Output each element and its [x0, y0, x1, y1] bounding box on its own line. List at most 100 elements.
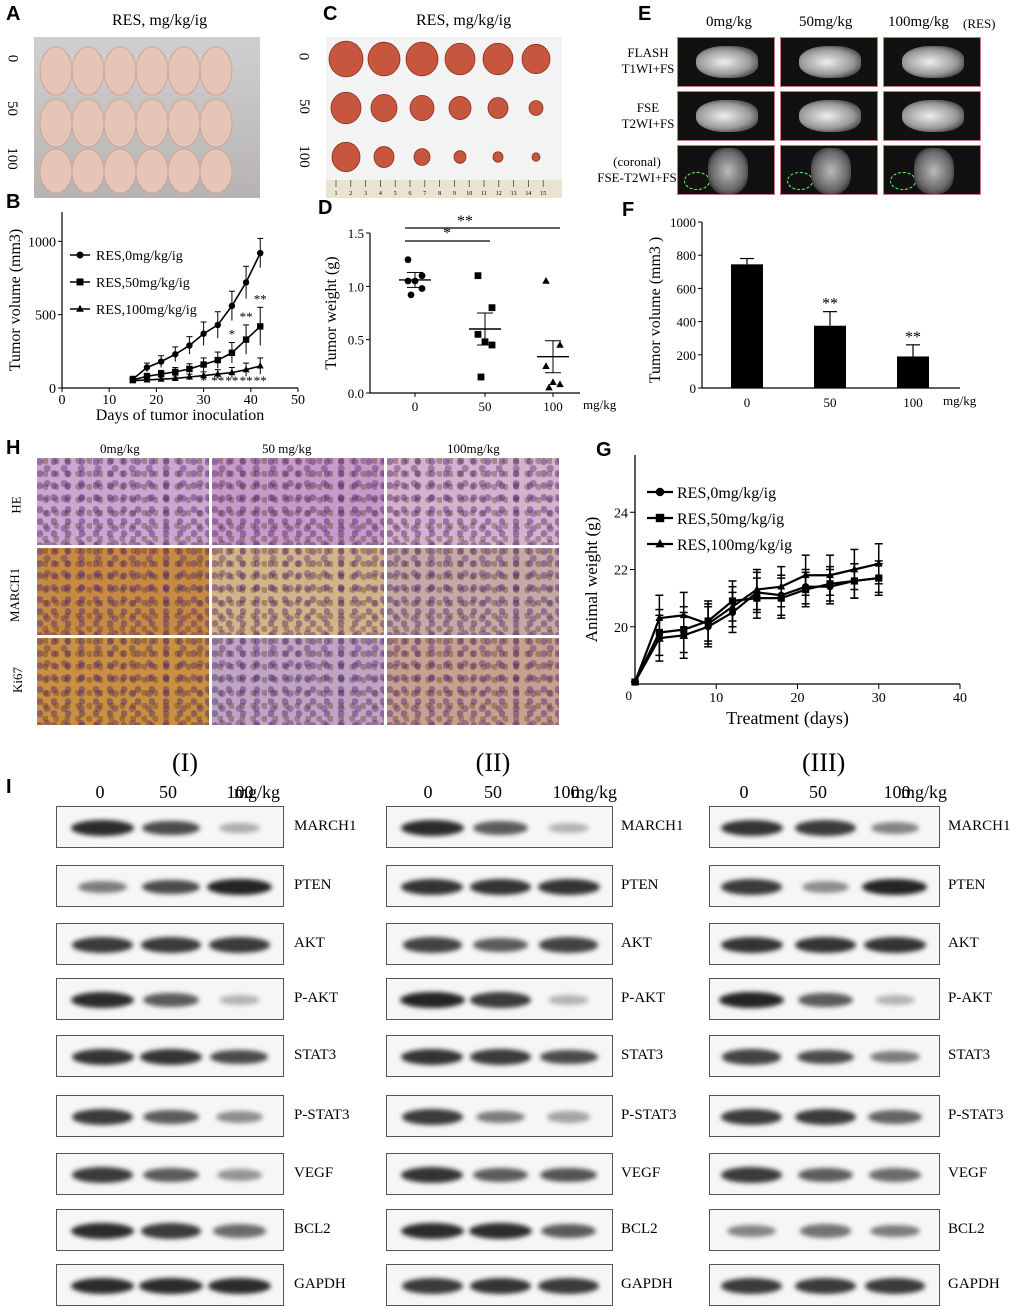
- protein-band: [400, 819, 465, 837]
- panel-c-row-50: 50: [296, 99, 312, 114]
- protein-band: [796, 1049, 855, 1065]
- ruler-number: 3: [364, 191, 367, 197]
- protein-band: [70, 991, 135, 1009]
- protein-band: [71, 1049, 134, 1065]
- data-point: [826, 570, 834, 579]
- tumor-sample: [453, 150, 467, 164]
- panel-label-c: C: [323, 3, 338, 25]
- data-point: [242, 365, 250, 373]
- blot-membrane: [56, 806, 284, 848]
- x-tick-label: 100: [903, 395, 923, 410]
- panel-label-b: B: [6, 191, 21, 213]
- protein-band: [721, 1167, 782, 1183]
- significance-mark: **: [822, 296, 838, 313]
- protein-band: [727, 1224, 776, 1238]
- ruler-number: 13: [511, 191, 517, 197]
- blot-membrane: [56, 1153, 284, 1195]
- ihc-image-grid: [37, 458, 560, 726]
- tumor-sample: [373, 146, 395, 168]
- ruler-number: 7: [423, 191, 426, 197]
- data-point: [200, 361, 207, 368]
- data-point: [728, 602, 737, 610]
- protein-band: [874, 994, 915, 1006]
- protein-band: [548, 822, 589, 834]
- mri-row-label-3: (coronal) FSE-T2WI+FS: [596, 154, 678, 186]
- blot-protein-label: VEGF: [294, 1165, 334, 1181]
- blot-protein-label: GAPDH: [294, 1276, 346, 1292]
- blot-unit-label: mg/kg: [234, 782, 281, 802]
- significance-mark: **: [211, 373, 224, 388]
- blot-membrane: [386, 978, 613, 1020]
- x-tick-label: 10: [709, 691, 723, 706]
- blot-protein-label: BCL2: [948, 1221, 985, 1237]
- mri-measurement-overlay: [787, 172, 813, 190]
- animal-weight-line-chart: 0 10 20 30 40 20 22 24 Treatment (days) Animal we…: [582, 455, 967, 729]
- protein-band: [143, 1167, 199, 1183]
- y-tick-label: 20: [614, 621, 628, 636]
- bar: [897, 356, 929, 388]
- protein-band: [863, 937, 926, 953]
- ihc-col-0: 0mg/kg: [100, 441, 140, 456]
- protein-band: [470, 992, 531, 1008]
- x-tick-label: 10: [102, 393, 116, 408]
- protein-band: [72, 1167, 133, 1183]
- data-point: [404, 277, 412, 285]
- y-tick-label: 600: [677, 281, 697, 296]
- tumor-sample: [531, 152, 541, 162]
- x-tick-label: 30: [872, 691, 886, 706]
- blot-protein-label: MARCH1: [294, 818, 357, 834]
- data-point: [186, 365, 193, 373]
- mri-image: [780, 145, 878, 195]
- protein-band: [207, 878, 272, 896]
- blot-protein-label: P-AKT: [294, 990, 339, 1006]
- data-point: [850, 565, 859, 573]
- protein-band: [869, 1050, 920, 1064]
- x-tick-label: 0: [744, 395, 751, 410]
- ihc-image: [37, 458, 209, 545]
- blot-lane-label: 100: [883, 782, 911, 802]
- blot-protein-label: MARCH1: [948, 818, 1011, 834]
- tumor-sample: [448, 96, 472, 120]
- mri-body-silhouette: [708, 148, 748, 194]
- ihc-row-he: HE: [8, 496, 24, 514]
- blot-membrane: [709, 1264, 940, 1306]
- ruler-number: 6: [409, 191, 412, 197]
- blot-protein-label: STAT3: [294, 1047, 337, 1063]
- protein-band: [402, 1278, 463, 1294]
- blot-protein-label: BCL2: [294, 1221, 331, 1237]
- blot-group-title: (III): [802, 748, 846, 777]
- ruler-number: 11: [481, 191, 487, 197]
- ruler-number: 15: [540, 191, 546, 197]
- ruler-number: 14: [525, 191, 531, 197]
- significance-mark: **: [254, 373, 267, 388]
- protein-band: [402, 1109, 463, 1125]
- y-tick-label: 1.0: [348, 279, 364, 294]
- protein-band: [469, 879, 532, 895]
- data-point: [474, 272, 482, 280]
- data-point: [542, 362, 550, 370]
- protein-band: [719, 991, 784, 1009]
- legend-marker: [76, 278, 84, 286]
- protein-band: [720, 820, 783, 836]
- blot-membrane: [56, 1264, 284, 1306]
- y-axis-label: Tumor weight (g): [323, 256, 340, 369]
- mri-row-label-2: FSE T2WI+FS: [617, 100, 679, 132]
- mri-row-1-line-2: T1WI+FS: [621, 61, 675, 76]
- significance-mark: **: [254, 291, 267, 306]
- protein-band: [140, 1049, 202, 1065]
- protein-band: [218, 822, 261, 834]
- y-tick-label: 0: [49, 382, 56, 397]
- tumor-weight-scatter: 0.0 0.5 1.0 1.5 Tumor weight (g) 0 50 100 mg/kg *…: [323, 213, 617, 414]
- x-axis-label: Days of tumor inoculation: [96, 407, 264, 424]
- blot-membrane: [56, 1095, 284, 1137]
- data-point: [214, 321, 221, 329]
- x-axis-label: Treatment (days): [726, 708, 849, 729]
- significance-mark: **: [240, 309, 253, 324]
- protein-band: [721, 879, 782, 895]
- blot-lane-label: 0: [739, 782, 749, 802]
- blot-membrane: [56, 923, 284, 965]
- tumor-sample: [405, 41, 439, 77]
- ruler-number: 9: [453, 191, 456, 197]
- blot-lane-label: 50: [809, 782, 827, 802]
- panel-e-col-0: 0mg/kg: [706, 14, 752, 30]
